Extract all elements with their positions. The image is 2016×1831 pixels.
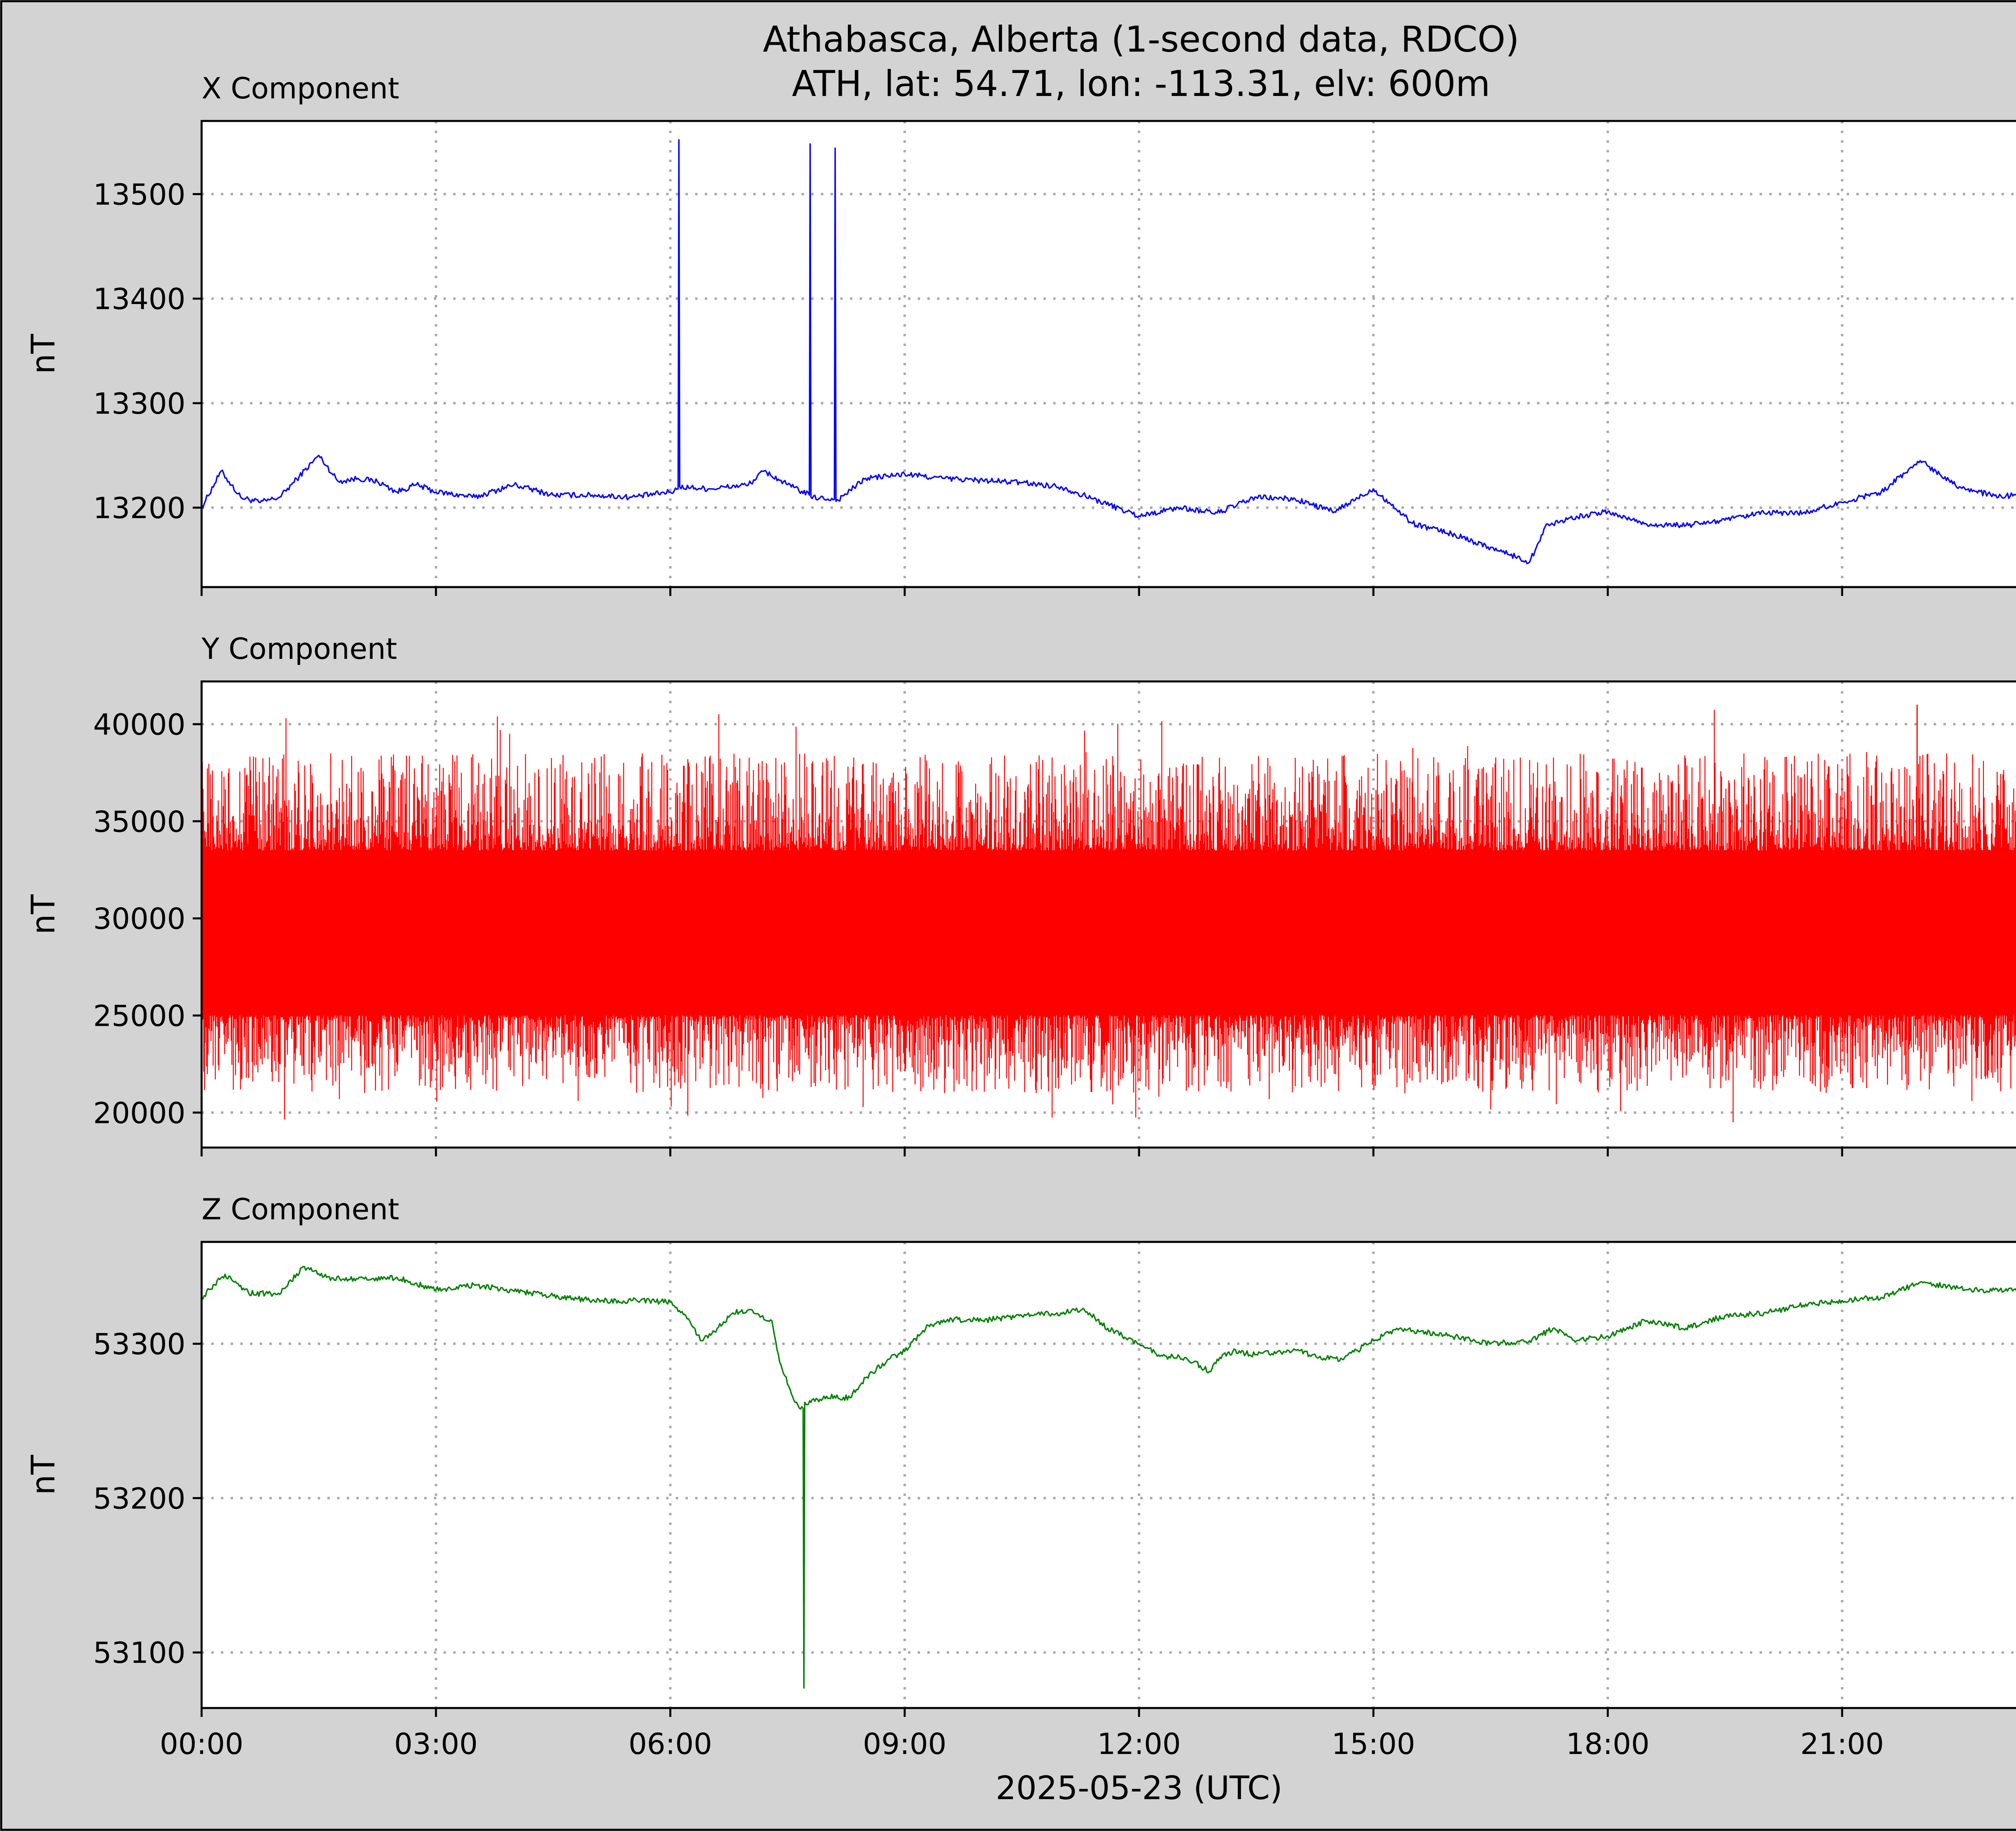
panel-y-xticks xyxy=(200,1148,1843,1156)
panel-y-series xyxy=(201,704,2016,1123)
series-line xyxy=(201,1266,2016,1689)
y-tick-label: 13500 xyxy=(93,177,185,211)
panel-x-yticks: 13200 13300 13400 13500 xyxy=(93,177,202,525)
panel-y-title: Y Component xyxy=(201,632,397,666)
y-tick-label: 35000 xyxy=(93,805,185,839)
panel-x-title: X Component xyxy=(202,71,399,105)
figure-title-line2: ATH, lat: 54.71, lon: -113.31, elv: 600m xyxy=(792,63,1490,104)
y-tick-label: 25000 xyxy=(93,999,185,1033)
x-tick-label: 12:00 xyxy=(1097,1727,1181,1761)
figure-title-line1: Athabasca, Alberta (1-second data, RDCO) xyxy=(763,19,1519,60)
panel-x-grid xyxy=(202,121,2016,587)
panel-z-title: Z Component xyxy=(202,1192,399,1226)
x-tick-label: 03:00 xyxy=(394,1727,478,1761)
y-tick-label: 13400 xyxy=(93,282,185,316)
x-tick-label: 09:00 xyxy=(863,1727,947,1761)
y-tick-label: 13300 xyxy=(93,387,185,421)
y-tick-label: 20000 xyxy=(93,1096,185,1130)
panel-y-ylabel: nT xyxy=(25,894,62,935)
series-line xyxy=(201,139,2016,565)
panel-z-grid xyxy=(202,1242,2016,1708)
panel-z-series xyxy=(201,1266,2016,1689)
panel-x: X Component 13200 13300 13400 13500 nT xyxy=(25,71,2016,596)
panel-z: Z Component 53100 53200 53300 00:00 03:00 06… xyxy=(25,1192,2016,1761)
panel-x-ylabel: nT xyxy=(25,333,62,374)
panel-y: Y Component 20000 25000 30000 35000 40000 nT xyxy=(25,632,2016,1156)
x-tick-label: 21:00 xyxy=(1800,1727,1884,1761)
panel-z-xticks xyxy=(200,1708,1843,1717)
x-tick-labels: 00:00 03:00 06:00 09:00 12:00 15:00 18:00 21:00 xyxy=(160,1727,1884,1761)
panel-z-yticks: 53100 53200 53300 xyxy=(93,1327,202,1670)
panel-x-series xyxy=(201,139,2016,565)
x-tick-label: 06:00 xyxy=(629,1727,712,1761)
y-tick-label: 13200 xyxy=(93,491,185,525)
x-tick-label: 18:00 xyxy=(1566,1727,1650,1761)
panel-z-ylabel: nT xyxy=(25,1454,62,1495)
panel-z-area xyxy=(202,1242,2016,1708)
panel-x-xticks xyxy=(200,587,1843,596)
y-tick-label: 53300 xyxy=(93,1327,185,1361)
x-axis-label: 2025-05-23 (UTC) xyxy=(996,1769,1282,1807)
y-tick-label: 30000 xyxy=(93,902,185,936)
y-tick-label: 40000 xyxy=(93,708,185,742)
panel-y-yticks: 20000 25000 30000 35000 40000 xyxy=(93,708,202,1130)
x-tick-label: 15:00 xyxy=(1332,1727,1416,1761)
panel-x-area xyxy=(202,121,2016,587)
y-tick-label: 53200 xyxy=(93,1481,185,1515)
x-tick-label: 00:00 xyxy=(160,1727,244,1761)
y-tick-label: 53100 xyxy=(93,1636,185,1670)
